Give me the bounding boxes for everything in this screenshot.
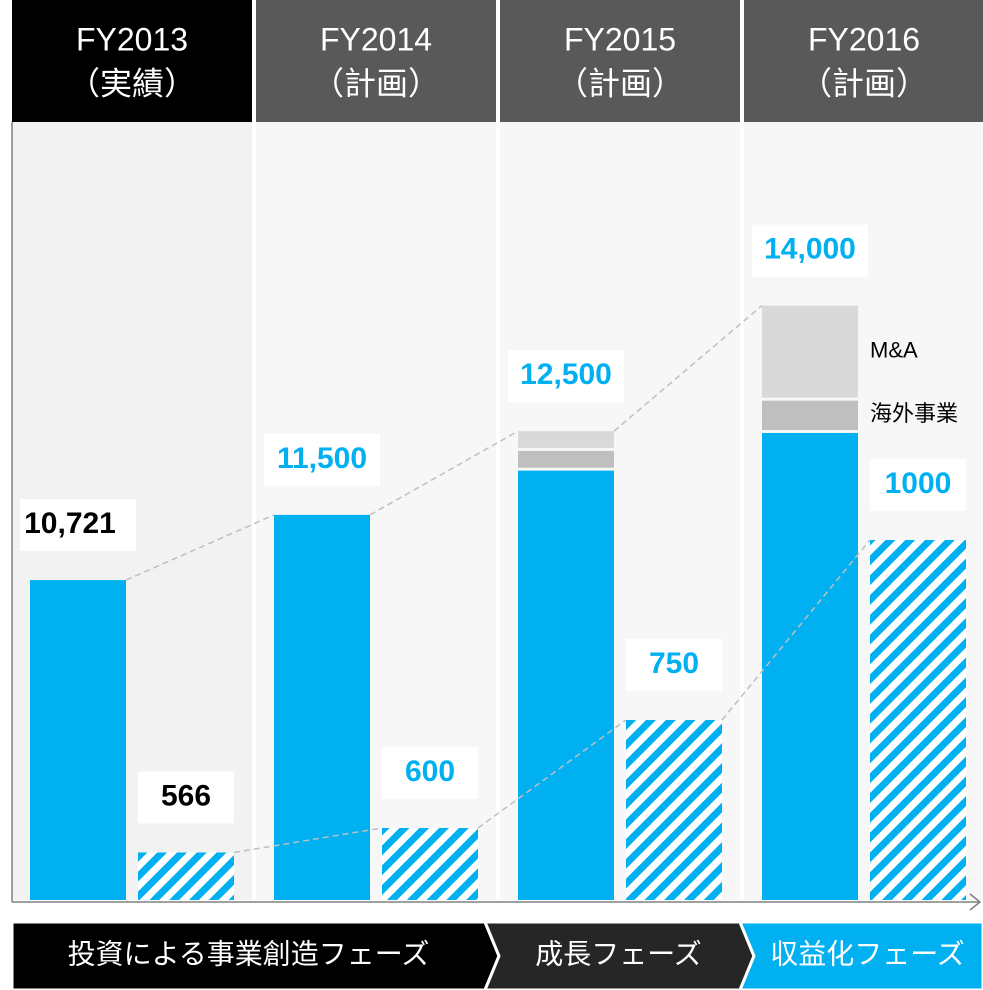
bar	[382, 828, 478, 900]
segment-bar	[762, 400, 858, 430]
segment-bar	[518, 431, 614, 448]
phase-label: 投資による事業創造フェーズ	[68, 938, 430, 969]
trend-line	[477, 719, 627, 829]
value-label: 14,000	[764, 233, 856, 266]
value-label-bg	[20, 499, 136, 552]
trend-line	[125, 514, 275, 581]
column-header	[744, 0, 983, 122]
value-label: 750	[649, 647, 699, 680]
value-label: 566	[161, 779, 211, 812]
bar	[274, 514, 370, 900]
bar	[626, 720, 722, 900]
value-label: 600	[405, 755, 455, 788]
phase-arrow	[737, 920, 983, 990]
phase-label: 収益化フェーズ	[770, 938, 965, 969]
bar	[518, 470, 614, 900]
category-sublabel: （計画）	[800, 65, 928, 101]
value-label-bg	[138, 771, 234, 824]
value-label: 10,721	[24, 507, 116, 540]
segment-bar	[518, 450, 614, 468]
trend-line	[721, 539, 871, 721]
x-axis-arrow	[969, 893, 982, 911]
bar	[870, 540, 966, 900]
value-label: 1000	[885, 467, 952, 500]
value-label: 12,500	[520, 358, 612, 391]
value-label-bg	[264, 433, 380, 486]
category-sublabel: （計画）	[556, 65, 684, 101]
category-label: FY2016	[808, 21, 920, 57]
category-sublabel: （計画）	[312, 65, 440, 101]
column-header	[256, 0, 496, 122]
value-label-bg	[626, 639, 722, 691]
value-label-bg	[382, 747, 478, 799]
bar	[762, 432, 858, 900]
column-header	[12, 0, 252, 122]
phase-label: 成長フェーズ	[535, 938, 702, 969]
value-label-bg	[508, 350, 624, 403]
trend-line	[233, 827, 383, 854]
column-header	[500, 0, 740, 122]
bar	[138, 852, 234, 900]
value-label-bg	[870, 459, 966, 511]
bar	[30, 580, 126, 900]
value-label-bg	[752, 224, 868, 277]
trend-line	[369, 430, 519, 516]
category-label: FY2015	[564, 21, 676, 57]
category-label: FY2014	[320, 21, 432, 57]
segment-label: M&A	[870, 337, 918, 362]
value-label: 11,500	[277, 442, 367, 475]
category-label: FY2013	[76, 21, 188, 57]
segment-bar	[762, 305, 858, 398]
trend-line	[613, 305, 763, 432]
segment-label: 海外事業	[870, 401, 958, 426]
category-sublabel: （実績）	[68, 65, 196, 101]
